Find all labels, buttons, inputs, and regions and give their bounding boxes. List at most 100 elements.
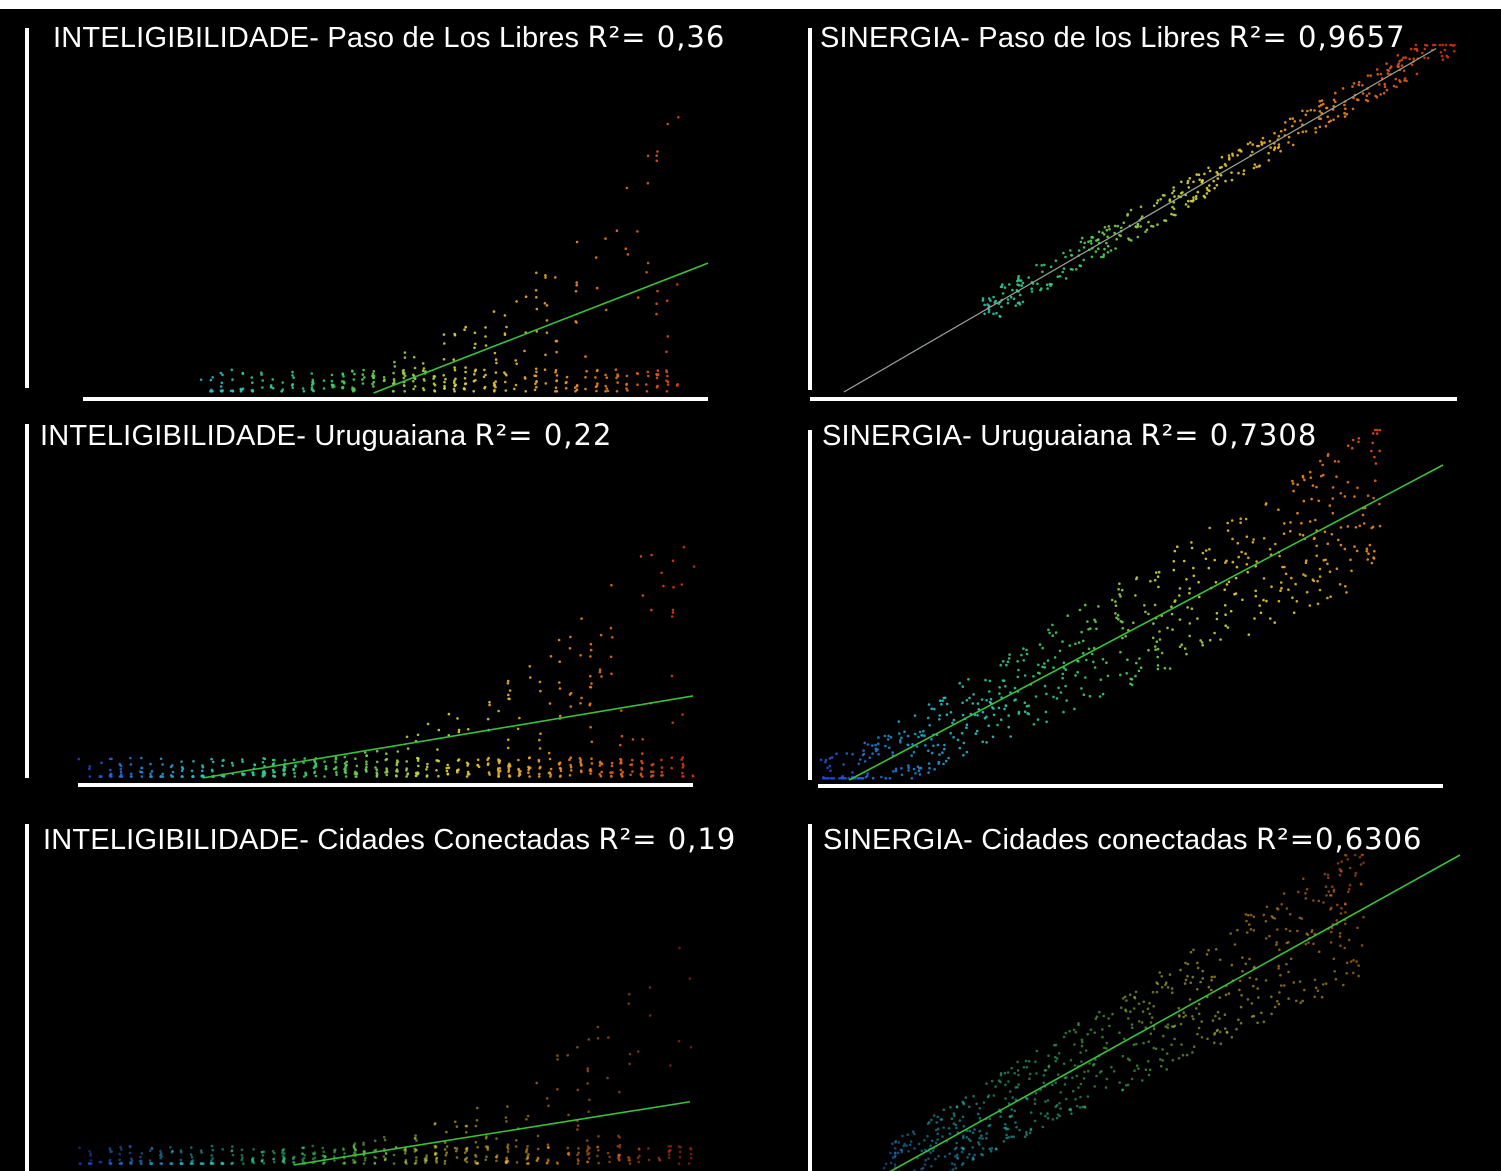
data-point [1207, 985, 1211, 989]
data-point [1004, 704, 1008, 707]
data-point [1318, 125, 1322, 129]
data-point [1074, 1030, 1078, 1034]
data-point [1156, 667, 1160, 671]
data-point [923, 734, 926, 737]
data-point [395, 763, 399, 767]
data-point [579, 702, 582, 705]
data-point [862, 749, 865, 752]
data-point [130, 1159, 134, 1162]
data-point [1133, 1069, 1136, 1072]
data-point [1120, 588, 1124, 592]
data-point [947, 1127, 951, 1130]
data-point [893, 1147, 897, 1150]
data-point [1248, 141, 1252, 144]
data-point [1075, 1074, 1079, 1078]
data-point [334, 767, 337, 770]
data-point [1052, 695, 1055, 699]
data-point [1168, 199, 1171, 203]
data-point [953, 1163, 957, 1166]
data-point [1301, 130, 1305, 134]
data-point [930, 1139, 934, 1143]
data-point [598, 772, 602, 776]
data-point [1259, 611, 1263, 615]
data-point [1332, 957, 1336, 961]
data-point [1155, 640, 1159, 643]
data-point [474, 1141, 478, 1144]
data-point [1078, 1106, 1082, 1109]
data-point [159, 1156, 162, 1160]
data-point [1017, 1073, 1020, 1077]
data-point [1059, 1107, 1062, 1110]
data-point [544, 276, 547, 279]
data-point [1327, 876, 1330, 880]
data-point [584, 387, 587, 391]
data-point [210, 1154, 213, 1157]
data-point [271, 1149, 275, 1153]
data-point [406, 773, 409, 776]
data-point [952, 736, 955, 739]
data-point [253, 763, 256, 767]
data-point [159, 757, 163, 761]
data-point [240, 1148, 244, 1152]
data-point [1080, 687, 1083, 690]
data-point [443, 1148, 447, 1151]
data-point [1359, 882, 1363, 885]
data-point [413, 385, 417, 388]
data-point [262, 1161, 266, 1165]
data-point [432, 377, 435, 380]
chart-title: INTELIGIBILIDADE- Paso de Los Libres R²=… [53, 20, 725, 55]
data-point [1127, 1017, 1130, 1020]
data-point [1233, 943, 1237, 946]
data-point [1138, 1020, 1141, 1023]
data-point [219, 385, 223, 388]
data-point [584, 355, 587, 358]
data-point [608, 1160, 611, 1164]
data-point [1352, 82, 1356, 85]
data-point [323, 1155, 327, 1159]
data-point [333, 1150, 336, 1154]
data-point [992, 713, 996, 717]
data-point [947, 756, 950, 760]
data-point [648, 986, 652, 989]
data-point [1047, 1054, 1050, 1057]
data-point [1180, 180, 1183, 184]
data-point [1036, 718, 1040, 721]
data-point [556, 1162, 559, 1165]
data-point [568, 647, 572, 650]
data-point [1206, 188, 1210, 192]
data-point [1254, 594, 1258, 598]
data-point [968, 1129, 972, 1133]
data-point [1305, 932, 1308, 935]
data-point [554, 276, 557, 279]
data-point [1141, 1010, 1145, 1013]
data-point [240, 388, 243, 392]
data-point [342, 1148, 345, 1152]
data-point [1409, 47, 1413, 51]
data-point [576, 1162, 580, 1165]
data-point [616, 374, 619, 378]
data-point [1135, 661, 1138, 665]
data-point [476, 763, 480, 767]
data-point [1361, 513, 1365, 517]
data-point [1043, 1069, 1047, 1072]
data-point [1318, 110, 1322, 113]
data-point [1281, 565, 1284, 569]
data-point [631, 758, 634, 762]
data-point [871, 752, 874, 755]
data-point [639, 772, 643, 775]
data-point [1062, 661, 1066, 664]
data-point [466, 728, 470, 731]
data-point [893, 1163, 897, 1166]
data-point [474, 1155, 478, 1158]
data-point [1025, 1066, 1029, 1069]
data-point [493, 351, 497, 355]
data-point [1355, 98, 1359, 101]
data-point [261, 774, 265, 777]
data-point [1287, 135, 1291, 139]
data-point [457, 728, 461, 732]
data-point [251, 1158, 255, 1161]
data-point [372, 380, 376, 384]
data-point [1304, 897, 1308, 900]
data-point [241, 760, 244, 764]
data-point [1258, 604, 1261, 607]
